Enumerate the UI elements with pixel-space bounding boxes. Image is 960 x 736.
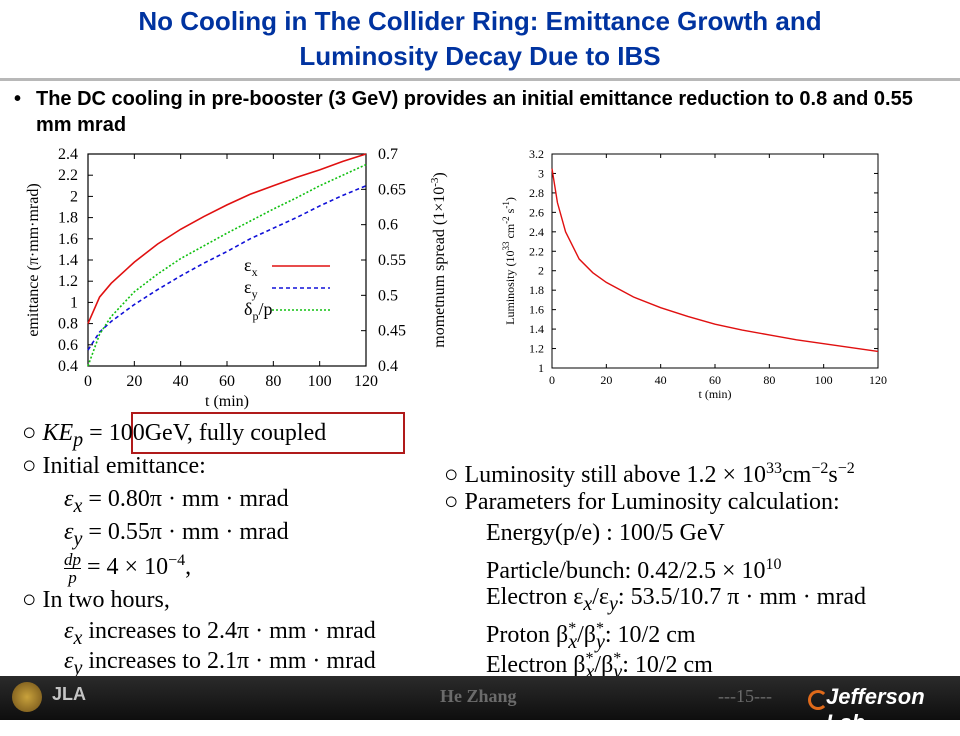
ke-highlight-box	[131, 412, 405, 454]
bullet-text: The DC cooling in pre-booster (3 GeV) pr…	[36, 88, 913, 136]
x-tick-label: 40	[173, 373, 189, 390]
x-tick-label: 80	[763, 373, 775, 387]
x-tick-label: 120	[869, 373, 887, 387]
slide-title-line-1: No Cooling in The Collider Ring: Emittan…	[138, 6, 822, 36]
y2-tick-label: 0.55	[378, 252, 406, 269]
y-tick-label: 2.4	[58, 146, 78, 163]
y-tick-label: 2.2	[58, 167, 78, 184]
y-tick-label: 2.4	[529, 225, 544, 239]
ke-symbol: KE	[42, 420, 74, 446]
jefferson-lab-mark-icon	[808, 690, 828, 710]
y-tick-label: 2	[538, 264, 544, 278]
y-tick-label: 1.4	[529, 322, 544, 336]
x-tick-label: 100	[815, 373, 833, 387]
luminosity-still-line: ○ Luminosity still above 1.2 × 1033cm−2s…	[444, 460, 855, 488]
y-tick-label: 2.8	[529, 186, 544, 200]
emittance-chart-axes: 0 20 40 60 80 100 1200.40.60.811.21.41.61.822.…	[25, 146, 448, 410]
legend-label-0: εx	[244, 255, 258, 279]
y2-axis-label: mometnum spread (1×10-3)	[429, 172, 448, 348]
particle-line: Particle/bunch: 0.42/2.5 × 1010	[486, 556, 782, 584]
x-tick-label: 20	[126, 373, 142, 390]
y-tick-label: 1.2	[58, 273, 78, 290]
luminosity-plot-frame	[551, 153, 879, 369]
y-tick-label: 0.6	[58, 337, 78, 354]
y-tick-label: 1.2	[529, 342, 544, 356]
electron-beta-line: Electron β*x/β*y: 10/2 cm	[486, 650, 713, 683]
right-notes: ○ Luminosity still above 1.2 × 1033cm−2s…	[444, 454, 956, 683]
x-tick-label: 60	[709, 373, 721, 387]
x-axis-label: t (min)	[699, 387, 732, 401]
bullet-marker: •	[14, 88, 22, 110]
y-tick-label: 2.2	[529, 244, 544, 258]
x-tick-label: 100	[308, 373, 332, 390]
series-line-2	[87, 163, 367, 367]
x-tick-label: 0	[84, 373, 92, 390]
y2-tick-label: 0.6	[378, 217, 398, 234]
y2-tick-label: 0.7	[378, 146, 398, 163]
y-tick-label: 2	[70, 188, 78, 205]
initial-ey: εy = 0.55π · mm · mrad	[64, 519, 289, 550]
electron-emittance-line: Electron εx/εy: 53.5/10.7 π · mm · mrad	[486, 584, 866, 615]
x-tick-label: 0	[549, 373, 555, 387]
legend-label-1: εy	[244, 277, 258, 301]
footer-bar: JLA He Zhang ---15--- Jefferson Lab	[0, 676, 960, 735]
ey-increase: εy increases to 2.1π · mm · mrad	[64, 648, 376, 679]
series-line-0	[87, 153, 367, 324]
luminosity-series-line-0	[551, 168, 879, 353]
y-tick-label: 3	[538, 166, 544, 180]
jla-logo: JLA	[52, 684, 87, 704]
slide-title: No Cooling in The Collider Ring: Emittan…	[0, 0, 960, 78]
x-tick-label: 20	[600, 373, 612, 387]
x-tick-label: 40	[655, 373, 667, 387]
luminosity-chart: 0 20 40 60 80 100 120 1 1.2 1.4 1.6 1.8 2 2.2 2.4 2.6 2.…	[501, 147, 887, 401]
y-tick-label: 1.6	[58, 231, 78, 248]
initial-emittance-heading: ○ Initial emittance:	[22, 453, 206, 479]
x-tick-label: 80	[265, 373, 281, 390]
x-tick-label: 60	[219, 373, 235, 390]
y-tick-label: 0.4	[58, 358, 78, 375]
y-tick-label: 0.8	[58, 316, 78, 333]
initial-dpp: dp p = 4 × 10−4,	[64, 549, 192, 587]
x-tick-label: 120	[354, 373, 378, 390]
proton-beta-line: Proton β*x/β*y: 10/2 cm	[486, 620, 696, 653]
y-tick-label: 1.4	[58, 252, 78, 269]
y-tick-label: 1.6	[529, 303, 544, 317]
y-tick-label: 1.8	[529, 283, 544, 297]
ex-increase: εx increases to 2.4π · mm · mrad	[64, 618, 376, 649]
y2-tick-label: 0.4	[378, 358, 398, 375]
initial-ex: εx = 0.80π · mm · mrad	[64, 486, 289, 517]
luminosity-chart-axes: 0 20 40 60 80 100 120 1 1.2 1.4 1.6 1.8 2 2.2 2.4 2.6 2.…	[501, 147, 887, 401]
two-hours-heading: ○ In two hours,	[22, 587, 170, 613]
y-tick-label: 1.8	[58, 210, 78, 227]
x-axis-label: t (min)	[205, 393, 249, 410]
footer-page-number: ---15---	[718, 686, 772, 706]
y-axis-label: emittance (π·mm·mrad)	[25, 183, 42, 336]
parameters-heading: ○ Parameters for Luminosity calculation:	[444, 489, 840, 515]
emittance-plot-frame	[87, 153, 367, 367]
emittance-chart: 0 20 40 60 80 100 1200.40.60.811.21.41.61.822.…	[25, 146, 448, 410]
luminosity-chart-series	[551, 168, 879, 353]
ke-line: ○ KEp = 100GeV, fully coupled	[22, 420, 327, 451]
left-notes: ○ KEp = 100GeV, fully coupled ○ Initial …	[22, 418, 442, 679]
emittance-chart-series	[87, 153, 367, 367]
doe-seal-logo	[12, 682, 42, 712]
jefferson-lab-logo: Jefferson Lab	[826, 684, 925, 735]
series-line-1	[87, 185, 367, 351]
y2-tick-label: 0.45	[378, 323, 406, 340]
footer-author: He Zhang	[440, 686, 517, 706]
y-tick-label: 2.6	[529, 205, 544, 219]
legend-label-2: δp/p	[244, 299, 273, 323]
slide-title-line-2: Luminosity Decay Due to IBS	[299, 41, 661, 71]
y2-tick-label: 0.5	[378, 287, 398, 304]
y2-tick-label: 0.65	[378, 181, 406, 198]
y-tick-label: 1	[538, 361, 544, 375]
y-tick-label: 1	[70, 294, 78, 311]
y-tick-label: 3.2	[529, 147, 544, 161]
y-axis-label: Luminosity (1033 cm-2 s-1)	[501, 197, 517, 325]
energy-line: Energy(p/e) : 100/5 GeV	[486, 520, 725, 546]
title-divider	[0, 78, 960, 81]
